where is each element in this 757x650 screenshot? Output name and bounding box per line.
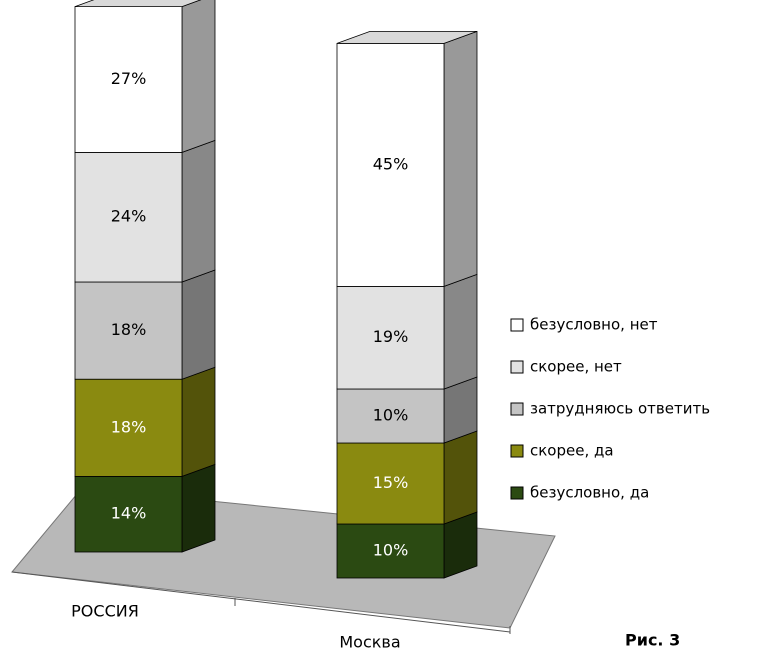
bar-segment [336,442,445,525]
bar-segment [74,281,183,380]
bar-segment [336,285,445,390]
bar-side [181,139,216,283]
legend-swatch [510,444,524,458]
x-tick-label: Москва [339,633,400,650]
legend-label: безусловно, да [530,484,649,502]
legend-label: затрудняюсь ответить [530,400,710,418]
data-label: 10% [373,541,409,560]
bar-side [443,430,478,525]
bar-segment [74,151,183,283]
caption: Рис. 3 [625,631,680,650]
data-label: 27% [111,69,147,88]
legend-swatch [510,486,524,500]
bar-top [74,0,202,7]
legend-swatch [510,360,524,374]
legend-label: безусловно, нет [530,316,658,334]
bar-segment [74,6,183,153]
bar-side [181,269,216,380]
legend-swatch [510,402,524,416]
data-label: 19% [373,327,409,346]
bar-side [181,366,216,477]
data-label: 18% [111,320,147,339]
bar-side [181,0,216,153]
x-tick-label: РОССИЯ [71,602,139,621]
bar-segment [336,523,445,579]
data-label: 45% [373,154,409,173]
data-label: 14% [111,504,147,523]
legend-label: скорее, нет [530,358,622,376]
bar-side [443,30,478,287]
bar-segment [74,475,183,553]
bar-side [181,463,216,553]
x-axis [11,571,511,633]
data-label: 24% [111,207,147,226]
data-label: 18% [111,417,147,436]
data-label: 15% [373,473,409,492]
data-label: 10% [373,406,409,425]
bar-side [443,273,478,390]
bar-segment [336,43,445,287]
legend-label: скорее, да [530,442,614,460]
bar-segment [74,378,183,477]
bar-top [336,30,478,44]
legend-swatch [510,318,524,332]
